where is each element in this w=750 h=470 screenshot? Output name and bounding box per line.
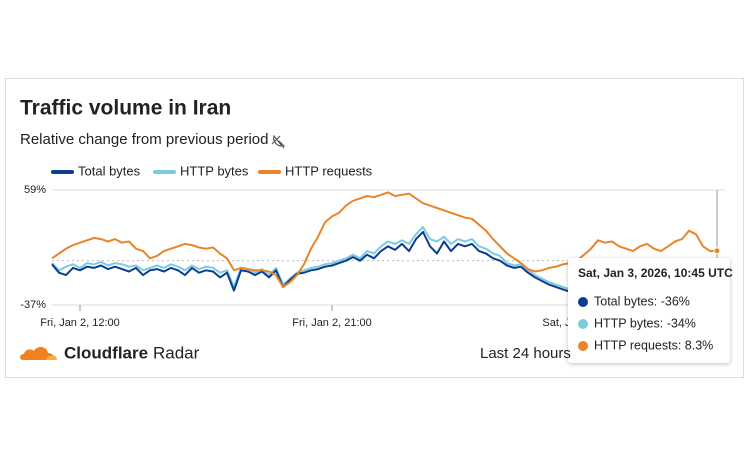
tooltip-item: Total bytes: -36% xyxy=(594,294,690,308)
tooltip-title: Sat, Jan 3, 2026, 10:45 UTC xyxy=(578,266,733,280)
tooltip-dot xyxy=(578,297,588,307)
y-tick-label: 59% xyxy=(24,184,46,196)
legend: Total bytes HTTP bytes HTTP requests xyxy=(51,163,373,178)
x-tick-label: Fri, Jan 2, 12:00 xyxy=(40,317,120,329)
tooltip-dot xyxy=(578,319,588,329)
hover-marker xyxy=(713,247,721,255)
brand-name: Cloudflare xyxy=(64,343,148,362)
x-tick-label: Fri, Jan 2, 21:00 xyxy=(292,317,372,329)
time-range[interactable]: Last 24 hours xyxy=(480,345,571,362)
series-line xyxy=(51,191,718,288)
cloudflare-logo xyxy=(20,347,57,360)
chart-subtitle: Relative change from previous period xyxy=(20,131,268,148)
legend-label: HTTP bytes xyxy=(180,163,249,178)
product-name: Radar xyxy=(153,343,200,362)
tooltip-item: HTTP requests: 8.3% xyxy=(594,338,713,352)
tooltip-dot xyxy=(578,341,588,351)
tooltip: Sat, Jan 3, 2026, 10:45 UTC Total bytes: … xyxy=(568,190,733,363)
chart-title: Traffic volume in Iran xyxy=(20,97,231,120)
tooltip-item: HTTP bytes: -34% xyxy=(594,316,696,330)
legend-label: HTTP requests xyxy=(285,163,373,178)
y-tick-label: -37% xyxy=(20,299,46,311)
legend-label: Total bytes xyxy=(78,163,141,178)
tooltip-box xyxy=(568,258,730,363)
info-icon[interactable] xyxy=(271,134,285,149)
